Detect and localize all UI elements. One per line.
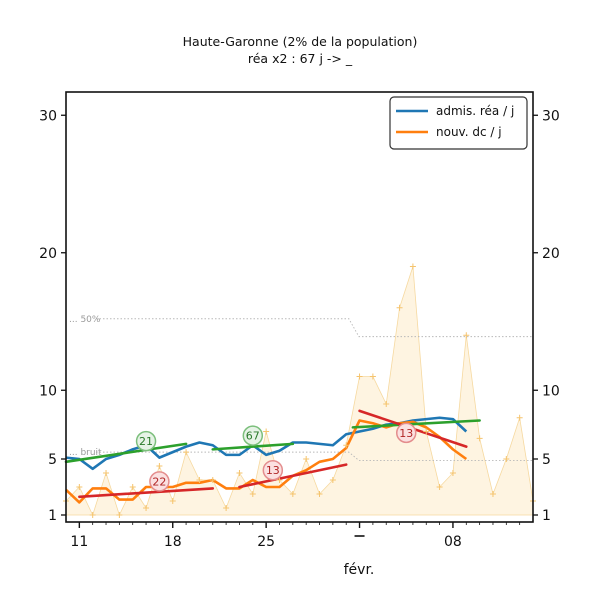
daily-point (143, 505, 150, 511)
daily-point (343, 442, 350, 449)
plot-frame (65, 91, 534, 523)
daily-point (169, 498, 176, 504)
badge-circle (395, 422, 417, 444)
daily-point (116, 512, 123, 518)
daily-point (196, 477, 203, 483)
daily-point (183, 449, 190, 456)
daily-point (223, 505, 230, 511)
daily-point (503, 456, 510, 462)
daily-point (89, 512, 96, 518)
ref-line (96, 318, 533, 338)
daily-point (383, 401, 390, 407)
daily-point (329, 477, 336, 483)
badge-label: 13 (399, 427, 413, 440)
legend: admis. réa / j nouv. dc / j (389, 96, 528, 150)
badge-circle (135, 430, 157, 452)
trend-layer (64, 409, 481, 499)
badge-label: 13 (266, 464, 280, 477)
daily-point (129, 484, 136, 490)
y-tick-label-right: 5 (542, 452, 551, 468)
y-axis: 1 1 5 5 10 10 20 20 30 30 (39, 108, 560, 524)
daily-point (236, 470, 243, 476)
daily-point (76, 484, 83, 490)
trend-line (238, 463, 348, 489)
y-tick-label-right: 20 (542, 246, 560, 262)
badge-label: 21 (139, 435, 153, 448)
daily-point (516, 414, 523, 421)
daily-point (263, 428, 270, 435)
daily-point (303, 456, 310, 462)
daily-point (436, 484, 443, 490)
daily-point (289, 491, 296, 497)
legend-label-admissions: admis. réa / j (436, 104, 514, 118)
trend-line (351, 419, 481, 429)
daily-point (423, 428, 430, 435)
daily-area-layer (65, 266, 534, 517)
daily-point (249, 491, 256, 497)
y-tick-label-left: 30 (39, 108, 57, 124)
daily-point (209, 477, 216, 483)
ref-label: ... bruit (69, 448, 102, 458)
x-tick-label: 18 (164, 534, 182, 550)
daily-point (316, 491, 323, 497)
chart-title: Haute-Garonne (2% de la population) (183, 34, 418, 49)
daily-point (463, 332, 470, 339)
x-tick-label: 11 (70, 534, 88, 550)
daily-point (156, 463, 163, 469)
y-tick-label-right: 30 (542, 108, 560, 124)
badge-label: 67 (246, 430, 260, 443)
daily-point (369, 373, 376, 380)
y-tick-label-right: 10 (542, 383, 560, 399)
badge-circle (149, 471, 170, 492)
daily-point (409, 263, 416, 270)
daily-point (476, 435, 483, 442)
x-axis: 11 18 25 08 (70, 522, 521, 550)
chart-subtitle: réa x2 : 67 j -> _ (248, 51, 353, 66)
trend-line (78, 487, 215, 499)
daily-point (276, 477, 283, 483)
badge-circle (262, 459, 284, 481)
y-tick-label-left: 10 (39, 383, 57, 399)
daily-point (449, 470, 456, 476)
daily-area (65, 266, 534, 517)
daily-point (489, 491, 496, 497)
y-tick-label-right: 1 (542, 508, 551, 524)
trend-line (211, 442, 295, 451)
badge-label: 22 (152, 475, 166, 488)
badge-layer: 21 67 22 13 13 (135, 422, 417, 492)
y-tick-label-left: 20 (39, 246, 57, 262)
x-axis-label: févr. (344, 562, 375, 578)
y-tick-label-left: 5 (48, 452, 57, 468)
daily-point (396, 304, 403, 311)
trend-line (64, 442, 188, 464)
ref-label: ... 50% (69, 315, 101, 325)
y-tick-label-left: 1 (48, 508, 57, 524)
legend-label-deaths: nouv. dc / j (436, 125, 502, 139)
x-tick-label: 08 (444, 534, 462, 550)
x-tick-label: 25 (257, 534, 275, 550)
badge-circle (242, 425, 264, 446)
daily-point (103, 470, 110, 476)
daily-point (356, 373, 363, 380)
